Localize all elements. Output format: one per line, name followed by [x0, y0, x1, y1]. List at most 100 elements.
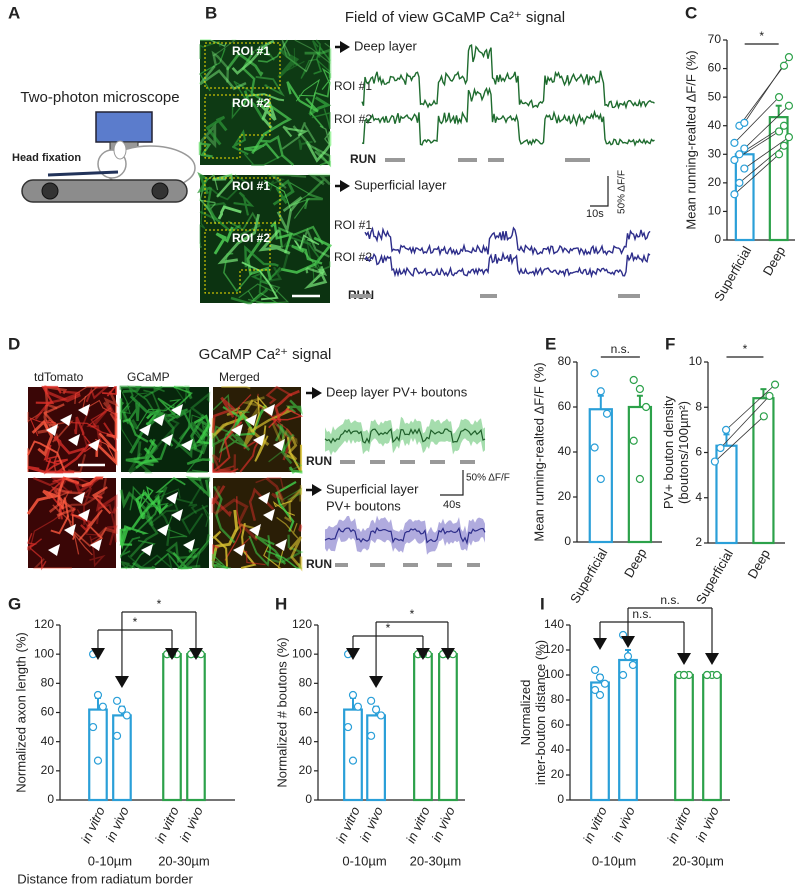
data-point: [596, 387, 605, 396]
y-tick-label: 0: [564, 534, 571, 548]
bar: [112, 714, 132, 802]
data-point: [600, 679, 610, 688]
bracket-arrowhead: [114, 676, 129, 688]
panel-label: D: [8, 334, 20, 353]
x-tick-label: in vitro: [78, 804, 108, 845]
data-point: [774, 127, 784, 136]
y-tick-label: 2: [695, 535, 702, 549]
neurite: [211, 433, 251, 464]
neurite: [198, 142, 213, 158]
neurite: [282, 487, 302, 501]
y-tick-label: 10: [708, 204, 722, 218]
arrowhead-marker: [141, 544, 153, 556]
x-tick-label: Superficial: [567, 546, 610, 606]
neurite: [211, 454, 237, 474]
arrowhead-marker: [88, 439, 100, 451]
neurite: [278, 225, 324, 248]
neurite: [135, 491, 162, 520]
column-label: GCaMP: [127, 370, 170, 384]
amp-scale-label: 50% ΔF/F: [466, 473, 510, 484]
neurite: [120, 536, 141, 559]
y-tick-label: 120: [34, 617, 54, 631]
neurite: [119, 398, 125, 420]
arrowhead-marker: [181, 439, 193, 451]
group-label: 20-30µm: [158, 853, 210, 868]
y-axis-label: PV+ bouton density: [661, 395, 676, 509]
neurite: [200, 39, 227, 47]
bracket-arrowhead: [621, 636, 635, 648]
bracket-arrowhead: [188, 648, 203, 660]
neurite: [197, 171, 211, 195]
neurite: [185, 476, 211, 499]
neurite: [303, 179, 325, 210]
neurite: [34, 390, 81, 420]
significance-label: *: [133, 615, 138, 629]
arrowhead-marker: [68, 434, 80, 446]
y-tick-label: 4: [695, 490, 702, 504]
arrowhead-marker: [258, 492, 270, 504]
neurite: [26, 489, 61, 515]
x-tick-label: in vitro: [580, 804, 610, 845]
neurite: [198, 122, 217, 151]
neurite: [173, 385, 193, 400]
neurite: [211, 50, 229, 83]
arrowhead-marker: [64, 524, 76, 536]
neurite: [231, 39, 275, 75]
neurite: [53, 435, 85, 455]
neurite: [213, 485, 236, 544]
data-point: [596, 474, 605, 484]
neurite: [212, 425, 232, 447]
data-point: [721, 425, 731, 434]
data-point: [122, 711, 131, 720]
y-tick-label: 20: [551, 767, 565, 781]
data-point: [779, 141, 789, 150]
y-tick-label: 50: [708, 89, 722, 103]
data-point: [590, 685, 600, 695]
y-tick-label: 60: [299, 705, 313, 719]
neurite: [252, 395, 272, 433]
neurite: [255, 477, 286, 490]
y-tick-label: 8: [695, 399, 702, 413]
y-tick-label: 20: [41, 763, 55, 777]
column-label: Merged: [219, 370, 260, 384]
neurite: [247, 290, 278, 304]
neurite: [276, 196, 303, 235]
neurite: [255, 75, 285, 97]
roi-label: ROI #1: [232, 44, 270, 58]
neurite: [31, 419, 54, 457]
micrograph: [28, 387, 116, 472]
data-point: [679, 670, 689, 680]
neurite: [96, 508, 118, 538]
bracket-arrowhead: [345, 648, 360, 660]
roi-box: [204, 177, 281, 224]
neurite: [154, 552, 193, 569]
y-tick-label: 60: [708, 61, 722, 75]
neurite: [201, 504, 210, 537]
bracket-arrowhead: [593, 638, 607, 650]
neurite: [282, 125, 309, 138]
neurite: [138, 485, 154, 509]
neurite: [230, 287, 268, 305]
arrowhead-marker: [273, 439, 285, 451]
neurite: [122, 417, 149, 443]
data-point: [784, 53, 794, 62]
neurite: [106, 525, 118, 546]
neurite: [281, 122, 317, 150]
x-tick-label: in vivo: [429, 804, 458, 844]
neurite: [292, 125, 332, 168]
data-point: [784, 133, 794, 142]
neurite: [305, 131, 332, 163]
neurite: [298, 524, 303, 532]
neurite: [119, 525, 149, 546]
neurite: [120, 389, 131, 415]
neurite: [165, 541, 198, 563]
neurite: [128, 446, 159, 474]
significance-label: n.s.: [660, 593, 679, 607]
bracket-arrowhead: [440, 648, 455, 660]
data-point: [623, 652, 633, 661]
data-point: [93, 690, 103, 700]
neurite: [239, 436, 263, 473]
arrowhead-marker: [78, 509, 90, 521]
neurite: [189, 391, 211, 421]
